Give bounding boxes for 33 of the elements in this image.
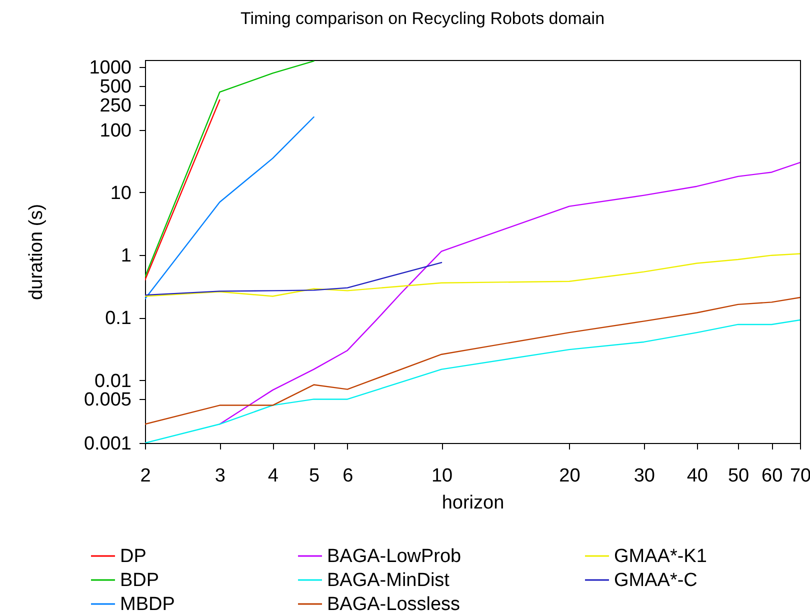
y-tick-label: 0.1 [105, 308, 132, 330]
legend-label: GMAA*-C [614, 570, 698, 591]
legend-label: BDP [120, 570, 160, 591]
y-tick-label: 100 [100, 120, 132, 142]
y-tick-label: 1 [120, 246, 132, 267]
x-tick-label: 2 [140, 466, 151, 486]
y-tick-label: 0.005 [84, 390, 132, 411]
x-tick-label: 50 [728, 466, 750, 486]
y-tick-label: 500 [100, 76, 132, 98]
y-tick-label: 10 [110, 182, 132, 204]
legend-label: BAGA-Lossless [327, 594, 460, 615]
x-tick-label: 60 [762, 466, 783, 486]
y-tick-label: 0.01 [94, 370, 132, 392]
x-tick-label: 6 [342, 466, 354, 486]
legend-label: BAGA-MinDist [327, 570, 450, 591]
x-tick-label: 40 [686, 466, 708, 486]
x-tick-label: 3 [214, 466, 226, 486]
legend-label: GMAA*-K1 [614, 546, 707, 567]
legend-label: DP [120, 546, 146, 567]
y-tick-label: 1000 [89, 58, 132, 79]
x-tick-label: 5 [309, 466, 320, 486]
y-tick-label: 0.001 [84, 434, 132, 454]
chart-title: Timing comparison on Recycling Robots domain [240, 9, 605, 28]
x-tick-label: 20 [559, 466, 580, 486]
x-tick-label: 70 [790, 466, 810, 486]
x-tick-label: 10 [431, 466, 453, 486]
y-tick-label: 250 [100, 95, 132, 116]
y-axis-title: duration (s) [26, 204, 47, 300]
x-tick-label: 30 [634, 466, 655, 486]
x-tick-label: 4 [268, 466, 279, 486]
legend-label: BAGA-LowProb [327, 546, 462, 567]
x-axis-title: horizon [442, 492, 504, 514]
legend-label: MBDP [120, 594, 175, 615]
